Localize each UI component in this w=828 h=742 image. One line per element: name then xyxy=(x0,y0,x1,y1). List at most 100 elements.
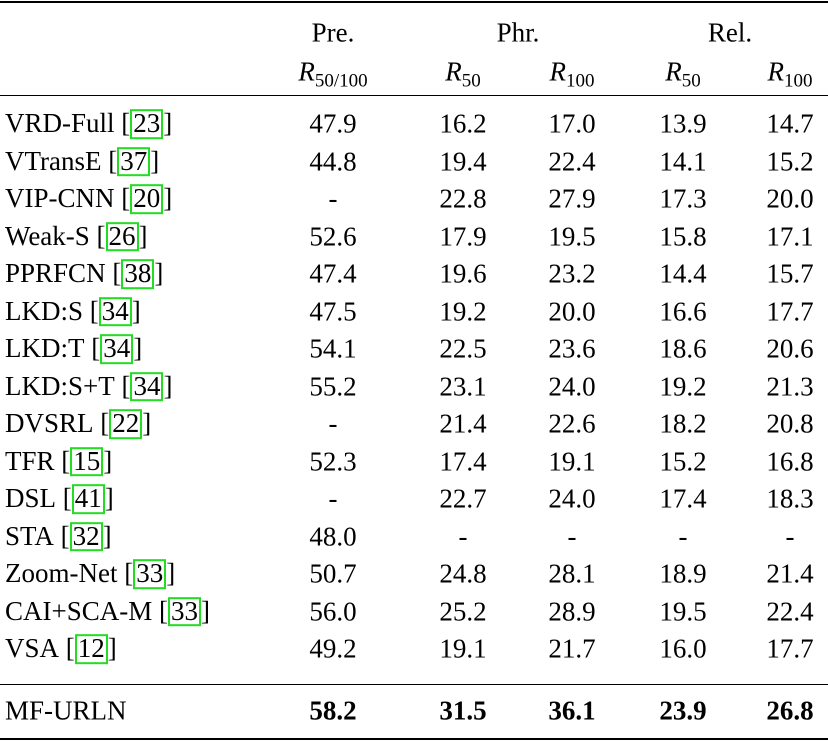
value-cell: 22.4 xyxy=(766,596,814,626)
method-name: LKD:T xyxy=(5,333,85,364)
value-cell: 31.5 xyxy=(439,695,487,726)
group-header: Phr. xyxy=(496,17,540,48)
citation-number: 37 xyxy=(117,146,151,177)
citation: 20 xyxy=(121,183,172,214)
method-name: LKD:S+T xyxy=(5,370,115,401)
value-cell: 18.9 xyxy=(659,558,707,589)
value-cell: 24.0 xyxy=(548,483,596,514)
citation-number: 26 xyxy=(105,221,139,252)
citation-number: 15 xyxy=(70,446,104,477)
value-cell: 47.9 xyxy=(309,108,357,139)
value-cell: - xyxy=(458,521,468,551)
method-name: VRD-Full xyxy=(5,108,115,139)
citation: 12 xyxy=(66,633,117,664)
group-header: Rel. xyxy=(707,17,753,48)
top-rule xyxy=(0,1,828,3)
group-header: Pre. xyxy=(311,17,355,48)
method-name: TFR xyxy=(5,445,55,476)
value-cell: 28.9 xyxy=(548,596,596,626)
value-cell: 36.1 xyxy=(548,695,596,726)
metric-symbol: R xyxy=(445,56,462,87)
value-cell: 18.6 xyxy=(659,333,707,364)
value-cell: 19.2 xyxy=(659,371,707,401)
value-cell: 28.1 xyxy=(548,558,596,589)
value-cell: 17.0 xyxy=(548,108,596,139)
citation: 32 xyxy=(61,521,112,552)
value-cell: 17.9 xyxy=(439,221,487,251)
citation: 41 xyxy=(63,483,114,514)
method-name: DSL xyxy=(5,483,57,514)
value-cell: - xyxy=(328,408,338,439)
metric-subscript: 100 xyxy=(784,70,813,92)
citation: 33 xyxy=(124,558,175,589)
metric-header: R50 xyxy=(665,58,701,91)
value-cell: - xyxy=(678,521,688,551)
value-cell: 17.4 xyxy=(439,446,487,476)
method-cell: DSL 41 xyxy=(5,483,114,514)
value-cell: 17.1 xyxy=(766,221,814,251)
value-cell: 21.3 xyxy=(766,371,814,401)
value-cell: 16.8 xyxy=(766,446,814,476)
citation-number: 12 xyxy=(74,634,108,664)
value-cell: 44.8 xyxy=(309,146,357,176)
value-cell: 23.1 xyxy=(439,371,487,401)
value-cell: 26.8 xyxy=(766,695,814,726)
value-cell: 23.2 xyxy=(548,258,596,289)
value-cell: 52.3 xyxy=(309,446,357,476)
value-cell: 20.0 xyxy=(548,296,596,326)
metric-symbol: R xyxy=(767,56,785,87)
value-cell: 22.5 xyxy=(439,333,487,364)
citation-number: 34 xyxy=(98,296,132,327)
citation-number: 34 xyxy=(100,334,134,364)
metric-header: R50/100 xyxy=(298,56,367,91)
value-cell: 50.7 xyxy=(309,558,357,589)
citation-number: 38 xyxy=(121,259,155,289)
value-cell: 21.4 xyxy=(439,408,487,439)
value-cell: 19.1 xyxy=(439,633,487,664)
method-cell: LKD:S+T 34 xyxy=(5,370,172,402)
metric-symbol: R xyxy=(298,56,315,87)
method-cell: Zoom-Net 33 xyxy=(5,558,175,589)
method-name: PPRFCN xyxy=(5,258,106,289)
value-cell: - xyxy=(328,183,338,214)
method-name: STA xyxy=(5,520,54,551)
method-name: CAI+SCA-M xyxy=(5,595,153,626)
value-cell: 20.6 xyxy=(766,333,814,364)
value-cell: 27.9 xyxy=(548,183,596,214)
value-cell: 47.5 xyxy=(309,296,357,326)
value-cell: 15.2 xyxy=(659,446,707,476)
metric-header: R100 xyxy=(767,56,813,91)
value-cell: 15.2 xyxy=(766,146,814,176)
value-cell: 19.5 xyxy=(548,221,596,251)
value-cell: 56.0 xyxy=(309,596,357,626)
value-cell: 58.2 xyxy=(309,695,357,726)
citation: 22 xyxy=(100,408,151,439)
citation-number: 32 xyxy=(69,521,103,552)
value-cell: 47.4 xyxy=(309,258,357,289)
citation-number: 33 xyxy=(133,559,167,589)
value-cell: 24.0 xyxy=(548,371,596,401)
value-cell: 22.8 xyxy=(439,183,487,214)
metric-subscript: 50 xyxy=(461,70,481,92)
value-cell: 16.2 xyxy=(439,108,487,139)
citation: 34 xyxy=(91,333,142,364)
value-cell: 21.7 xyxy=(548,633,596,664)
value-cell: 14.4 xyxy=(659,258,707,289)
value-cell: 23.6 xyxy=(548,333,596,364)
citation: 34 xyxy=(90,296,141,327)
metric-subscript: 50/100 xyxy=(314,70,368,92)
value-cell: 49.2 xyxy=(309,633,357,664)
value-cell: 17.7 xyxy=(766,633,814,664)
value-cell: 17.7 xyxy=(766,296,814,326)
value-cell: 17.4 xyxy=(659,483,707,514)
metric-header: R100 xyxy=(550,58,595,91)
value-cell: 19.6 xyxy=(439,258,487,289)
citation: 38 xyxy=(112,258,163,289)
method-cell: LKD:T 34 xyxy=(5,333,142,364)
value-cell: 18.2 xyxy=(659,408,707,439)
method-cell: CAI+SCA-M 33 xyxy=(5,595,210,627)
method-name: VIP-CNN xyxy=(5,183,115,214)
citation: 23 xyxy=(121,108,172,139)
method-cell: VRD-Full 23 xyxy=(5,108,172,139)
